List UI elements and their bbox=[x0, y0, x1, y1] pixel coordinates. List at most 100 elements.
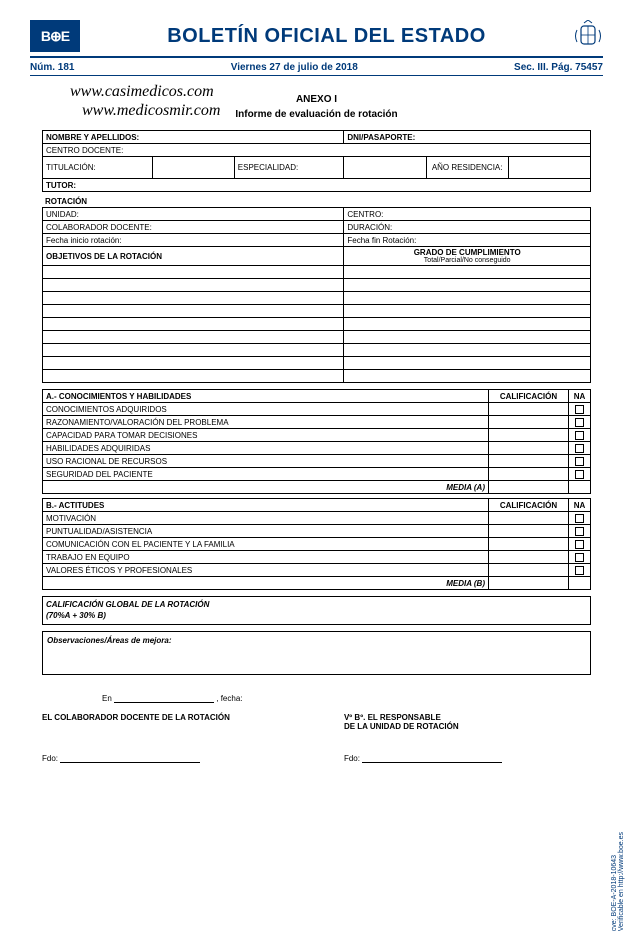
obj-row[interactable] bbox=[43, 266, 344, 279]
grado-row[interactable] bbox=[344, 344, 591, 357]
field-unidad: UNIDAD: bbox=[43, 208, 344, 221]
media-b-value[interactable] bbox=[489, 577, 569, 590]
na-checkbox[interactable] bbox=[575, 405, 584, 414]
media-a-value[interactable] bbox=[489, 481, 569, 494]
grado-row[interactable] bbox=[344, 357, 591, 370]
calif-cell[interactable] bbox=[489, 403, 569, 416]
media-a-na bbox=[569, 481, 591, 494]
media-a-label: MEDIA (A) bbox=[43, 481, 489, 494]
field-duracion: DURACIÓN: bbox=[344, 221, 591, 234]
na-cell[interactable] bbox=[569, 468, 591, 481]
field-titulacion-value[interactable] bbox=[152, 157, 234, 179]
objetivos-header: OBJETIVOS DE LA ROTACIÓN bbox=[43, 247, 344, 266]
criteria-row: PUNTUALIDAD/ASISTENCIA bbox=[43, 525, 489, 538]
obj-row[interactable] bbox=[43, 305, 344, 318]
grado-row[interactable] bbox=[344, 318, 591, 331]
rotacion-header: ROTACIÓN bbox=[42, 196, 591, 207]
obj-row[interactable] bbox=[43, 318, 344, 331]
document-subheader: Núm. 181 Viernes 27 de julio de 2018 Sec… bbox=[30, 60, 603, 76]
calif-cell[interactable] bbox=[489, 416, 569, 429]
section-a-header: A.- CONOCIMIENTOS Y HABILIDADES bbox=[43, 390, 489, 403]
side-reference: cve: BOE-A-2018-10643 Verificable en htt… bbox=[611, 832, 625, 931]
na-cell[interactable] bbox=[569, 429, 591, 442]
fdo-label-1: Fdo: bbox=[42, 754, 58, 763]
grado-row[interactable] bbox=[344, 292, 591, 305]
section-a-table: A.- CONOCIMIENTOS Y HABILIDADES CALIFICA… bbox=[42, 389, 591, 494]
field-centro-docente: CENTRO DOCENTE: bbox=[43, 144, 591, 157]
grado-row[interactable] bbox=[344, 370, 591, 383]
criteria-row: CONOCIMIENTOS ADQUIRIDOS bbox=[43, 403, 489, 416]
field-ano-residencia-value[interactable] bbox=[508, 157, 590, 179]
calif-header: CALIFICACIÓN bbox=[489, 390, 569, 403]
grado-row[interactable] bbox=[344, 279, 591, 292]
calif-cell[interactable] bbox=[489, 429, 569, 442]
verif-url: Verificable en http://www.boe.es bbox=[618, 832, 625, 931]
calif-cell[interactable] bbox=[489, 468, 569, 481]
section-b-table: B.- ACTITUDES CALIFICACIÓN NA MOTIVACIÓN… bbox=[42, 498, 591, 590]
fdo-line-2[interactable] bbox=[362, 753, 502, 763]
na-cell[interactable] bbox=[569, 442, 591, 455]
issue-number: Núm. 181 bbox=[30, 62, 74, 73]
na-cell[interactable] bbox=[569, 538, 591, 551]
na-cell[interactable] bbox=[569, 551, 591, 564]
obj-row[interactable] bbox=[43, 331, 344, 344]
field-fecha-fin: Fecha fin Rotación: bbox=[344, 234, 591, 247]
na-checkbox[interactable] bbox=[575, 514, 584, 523]
field-especialidad-value[interactable] bbox=[344, 157, 426, 179]
observaciones-box[interactable]: Observaciones/Áreas de mejora: bbox=[42, 631, 591, 675]
na-header: NA bbox=[569, 390, 591, 403]
media-b-na bbox=[569, 577, 591, 590]
calif-cell[interactable] bbox=[489, 538, 569, 551]
grado-row[interactable] bbox=[344, 305, 591, 318]
criteria-row: CAPACIDAD PARA TOMAR DECISIONES bbox=[43, 429, 489, 442]
na-header: NA bbox=[569, 499, 591, 512]
main-title: BOLETÍN OFICIAL DEL ESTADO bbox=[167, 25, 486, 48]
obj-row[interactable] bbox=[43, 279, 344, 292]
grado-row[interactable] bbox=[344, 331, 591, 344]
na-checkbox[interactable] bbox=[575, 566, 584, 575]
na-checkbox[interactable] bbox=[575, 540, 584, 549]
na-cell[interactable] bbox=[569, 512, 591, 525]
criteria-row: USO RACIONAL DE RECURSOS bbox=[43, 455, 489, 468]
section-b-header: B.- ACTITUDES bbox=[43, 499, 489, 512]
na-cell[interactable] bbox=[569, 455, 591, 468]
calif-cell[interactable] bbox=[489, 455, 569, 468]
calif-cell[interactable] bbox=[489, 564, 569, 577]
fdo-line-1[interactable] bbox=[60, 753, 200, 763]
calif-cell[interactable] bbox=[489, 551, 569, 564]
sign-responsable: Vº Bº. EL RESPONSABLE DE LA UNIDAD DE RO… bbox=[344, 713, 591, 731]
obj-row[interactable] bbox=[43, 357, 344, 370]
na-checkbox[interactable] bbox=[575, 553, 584, 562]
signature-area: En , fecha: EL COLABORADOR DOCENTE DE LA… bbox=[42, 693, 591, 763]
na-checkbox[interactable] bbox=[575, 470, 584, 479]
sign-place-line[interactable] bbox=[114, 693, 214, 703]
field-centro: CENTRO: bbox=[344, 208, 591, 221]
boe-logo: B⊕E bbox=[30, 20, 80, 52]
sign-resp-line2: DE LA UNIDAD DE ROTACIÓN bbox=[344, 722, 591, 731]
obj-row[interactable] bbox=[43, 292, 344, 305]
field-dni: DNI/PASAPORTE: bbox=[344, 131, 591, 144]
obj-row[interactable] bbox=[43, 370, 344, 383]
na-checkbox[interactable] bbox=[575, 457, 584, 466]
spain-crest-icon bbox=[573, 20, 603, 52]
calif-cell[interactable] bbox=[489, 525, 569, 538]
na-checkbox[interactable] bbox=[575, 418, 584, 427]
field-colaborador: COLABORADOR DOCENTE: bbox=[43, 221, 344, 234]
na-cell[interactable] bbox=[569, 403, 591, 416]
grado-row[interactable] bbox=[344, 266, 591, 279]
calif-global-line1: CALIFICACIÓN GLOBAL DE LA ROTACIÓN bbox=[46, 600, 587, 610]
calif-header: CALIFICACIÓN bbox=[489, 499, 569, 512]
na-cell[interactable] bbox=[569, 525, 591, 538]
na-cell[interactable] bbox=[569, 416, 591, 429]
issue-date: Viernes 27 de julio de 2018 bbox=[231, 62, 358, 73]
field-fecha-inicio: Fecha inicio rotación: bbox=[43, 234, 344, 247]
na-cell[interactable] bbox=[569, 564, 591, 577]
na-checkbox[interactable] bbox=[575, 431, 584, 440]
calif-cell[interactable] bbox=[489, 512, 569, 525]
na-checkbox[interactable] bbox=[575, 444, 584, 453]
criteria-row: RAZONAMIENTO/VALORACIÓN DEL PROBLEMA bbox=[43, 416, 489, 429]
obj-row[interactable] bbox=[43, 344, 344, 357]
calif-cell[interactable] bbox=[489, 442, 569, 455]
na-checkbox[interactable] bbox=[575, 527, 584, 536]
criteria-row: HABILIDADES ADQUIRIDAS bbox=[43, 442, 489, 455]
